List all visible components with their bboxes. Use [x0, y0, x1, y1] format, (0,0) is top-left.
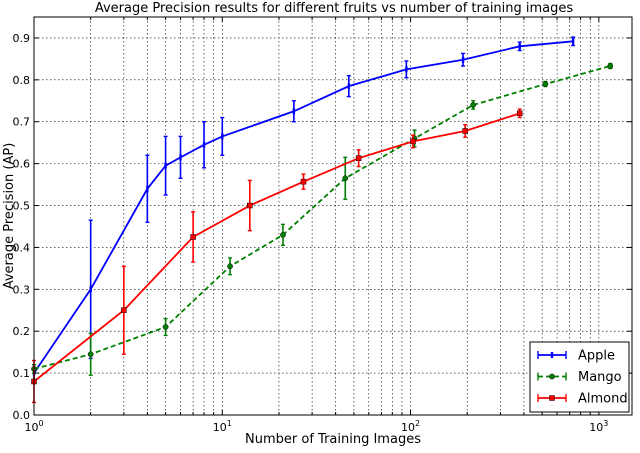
x-tick-label: 102: [401, 419, 420, 434]
y-axis-label: Average Precision (AP): [2, 143, 17, 290]
y-tick-label: 0.9: [13, 32, 31, 45]
data-point: [190, 234, 196, 240]
x-tick-label-exponent: 1: [227, 419, 232, 428]
x-tick-label-base: 10: [213, 421, 227, 434]
y-tick-label: 0.3: [13, 283, 31, 296]
data-point: [247, 202, 253, 209]
x-tick-label-exponent: 3: [603, 419, 608, 428]
x-tick-label: 101: [213, 419, 232, 434]
x-tick-label-base: 10: [24, 421, 38, 434]
data-point: [470, 102, 477, 108]
x-tick-label: 103: [589, 419, 608, 434]
data-point: [355, 155, 362, 161]
y-tick-label: 0.4: [13, 241, 31, 254]
data-point: [162, 324, 169, 330]
y-tick-label: 0.2: [13, 325, 31, 338]
data-point: [280, 232, 286, 238]
data-point: [300, 178, 307, 185]
data-point: [518, 43, 521, 50]
y-tick-label: 0.6: [13, 158, 31, 171]
y-tick-label: 0.1: [13, 367, 31, 380]
data-point: [461, 56, 465, 63]
x-tick-label-base: 10: [401, 421, 415, 434]
y-tick-label: 0.8: [13, 74, 31, 87]
series-line: [33, 65, 611, 370]
chart-title: Average Precision results for different …: [95, 1, 574, 16]
y-tick-label: 0.7: [13, 116, 31, 129]
data-point: [146, 185, 149, 192]
data-point: [221, 133, 224, 140]
legend-marker: [549, 395, 555, 401]
data-point: [607, 63, 614, 69]
series-almond: [31, 108, 523, 404]
data-point: [347, 83, 351, 90]
x-tick-label-base: 10: [589, 421, 603, 434]
legend-marker: [549, 373, 555, 380]
data-point: [342, 175, 349, 182]
legend: Apple Mango Almond: [529, 341, 630, 413]
legend-label: Apple: [578, 349, 615, 364]
data-point: [87, 351, 94, 358]
x-axis-label: Number of Training Images: [245, 432, 421, 447]
data-point: [292, 108, 296, 115]
data-point: [405, 66, 408, 73]
data-point: [89, 286, 92, 293]
legend-label: Mango: [578, 370, 622, 385]
data-point: [179, 154, 182, 161]
data-point: [202, 141, 206, 148]
y-tick-label: 0.5: [13, 200, 31, 213]
y-tick-label: 0.0: [13, 409, 31, 422]
data-point: [227, 263, 233, 270]
x-tick-label: 100: [24, 419, 43, 434]
data-point: [516, 110, 523, 117]
x-tick-label-exponent: 2: [415, 419, 420, 428]
series-apple: [32, 36, 576, 383]
data-point: [121, 307, 127, 314]
legend-label: Almond: [578, 392, 628, 407]
data-point: [542, 81, 549, 87]
legend-marker: [550, 352, 554, 358]
plot-frame: [33, 16, 633, 416]
data-point: [410, 138, 416, 145]
data-point: [462, 128, 468, 134]
data-point: [164, 162, 167, 169]
series-layer: [31, 36, 614, 404]
data-point: [571, 38, 575, 45]
x-tick-label-exponent: 0: [38, 419, 43, 428]
